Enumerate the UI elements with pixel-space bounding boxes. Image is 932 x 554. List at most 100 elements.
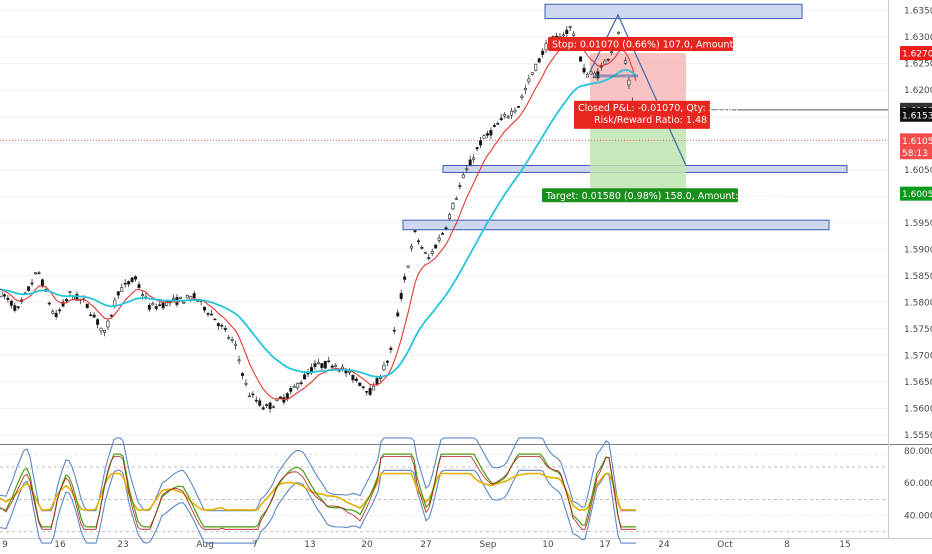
candle[interactable]	[375, 378, 379, 385]
candle[interactable]	[413, 230, 417, 232]
candle[interactable]	[13, 305, 17, 311]
candle[interactable]	[385, 360, 389, 363]
candle[interactable]	[134, 276, 138, 280]
candle[interactable]	[416, 240, 420, 243]
candle[interactable]	[313, 363, 317, 367]
candle[interactable]	[140, 294, 144, 296]
candle[interactable]	[523, 88, 527, 91]
candle[interactable]	[344, 370, 348, 374]
candle[interactable]	[96, 319, 100, 325]
candle[interactable]	[447, 214, 451, 219]
ema-slow-line[interactable]	[0, 69, 637, 378]
candle[interactable]	[237, 359, 241, 362]
candle[interactable]	[351, 374, 355, 381]
candle[interactable]	[527, 78, 531, 83]
candle[interactable]	[461, 174, 465, 179]
candle[interactable]	[516, 106, 520, 108]
candle[interactable]	[206, 313, 210, 315]
candle[interactable]	[37, 272, 41, 275]
candle[interactable]	[565, 29, 569, 35]
candle[interactable]	[285, 393, 289, 399]
candle[interactable]	[441, 233, 445, 235]
candle[interactable]	[220, 324, 224, 327]
candle[interactable]	[103, 329, 107, 333]
candle[interactable]	[320, 363, 324, 369]
candle[interactable]	[109, 314, 113, 317]
candle[interactable]	[603, 60, 607, 65]
candle[interactable]	[458, 185, 462, 187]
candle[interactable]	[389, 347, 393, 350]
candle[interactable]	[223, 328, 227, 330]
candle[interactable]	[127, 281, 131, 285]
candle[interactable]	[372, 385, 376, 391]
candle[interactable]	[316, 362, 320, 365]
candle[interactable]	[147, 305, 151, 310]
candle[interactable]	[258, 400, 262, 406]
candle[interactable]	[27, 286, 31, 291]
candle[interactable]	[427, 257, 431, 259]
candle[interactable]	[213, 318, 217, 321]
candle[interactable]	[365, 390, 369, 393]
candle[interactable]	[244, 382, 248, 385]
candle[interactable]	[475, 147, 479, 150]
candle[interactable]	[2, 294, 6, 297]
candle[interactable]	[289, 387, 293, 392]
candle[interactable]	[406, 265, 410, 268]
candle[interactable]	[561, 34, 565, 37]
candle[interactable]	[275, 398, 279, 401]
candle[interactable]	[123, 282, 127, 285]
candle[interactable]	[451, 202, 455, 210]
candle[interactable]	[172, 298, 176, 300]
candle[interactable]	[430, 250, 434, 254]
candle[interactable]	[610, 51, 614, 53]
support-resistance-zone[interactable]	[402, 219, 830, 231]
candle[interactable]	[47, 302, 51, 305]
candle[interactable]	[227, 336, 231, 339]
candle[interactable]	[358, 382, 362, 387]
candle[interactable]	[54, 313, 58, 318]
candle[interactable]	[6, 297, 10, 300]
candle[interactable]	[627, 79, 631, 86]
candle[interactable]	[589, 71, 593, 75]
candle[interactable]	[513, 109, 517, 113]
candle[interactable]	[468, 159, 472, 166]
candle[interactable]	[299, 382, 303, 384]
candle[interactable]	[534, 63, 538, 71]
candle[interactable]	[399, 292, 403, 299]
candle[interactable]	[120, 287, 124, 292]
candle[interactable]	[192, 293, 196, 299]
candle[interactable]	[116, 291, 120, 296]
candle[interactable]	[261, 407, 265, 410]
candle[interactable]	[185, 295, 189, 299]
candle[interactable]	[130, 277, 134, 282]
candle[interactable]	[541, 50, 545, 55]
candle[interactable]	[247, 395, 251, 398]
candle[interactable]	[347, 370, 351, 373]
candle[interactable]	[327, 360, 331, 363]
candle[interactable]	[182, 302, 186, 304]
candle[interactable]	[58, 309, 62, 312]
candle[interactable]	[617, 31, 621, 34]
candle[interactable]	[530, 72, 534, 75]
candle[interactable]	[158, 304, 162, 306]
candle[interactable]	[330, 365, 334, 368]
candle[interactable]	[251, 393, 255, 396]
candle[interactable]	[392, 329, 396, 332]
candle[interactable]	[265, 404, 269, 406]
candle[interactable]	[51, 311, 55, 314]
candle[interactable]	[472, 157, 476, 160]
rsi-line[interactable]	[0, 472, 636, 511]
candle[interactable]	[396, 312, 400, 317]
candle[interactable]	[454, 198, 458, 200]
candle[interactable]	[520, 95, 524, 98]
candle[interactable]	[499, 117, 503, 121]
candle[interactable]	[434, 244, 438, 249]
candle[interactable]	[420, 247, 424, 249]
candle[interactable]	[216, 323, 220, 327]
candle[interactable]	[40, 279, 44, 287]
candle[interactable]	[585, 74, 589, 78]
candle[interactable]	[492, 125, 496, 127]
candle[interactable]	[254, 399, 258, 402]
candle[interactable]	[68, 291, 72, 293]
candle[interactable]	[209, 313, 213, 316]
